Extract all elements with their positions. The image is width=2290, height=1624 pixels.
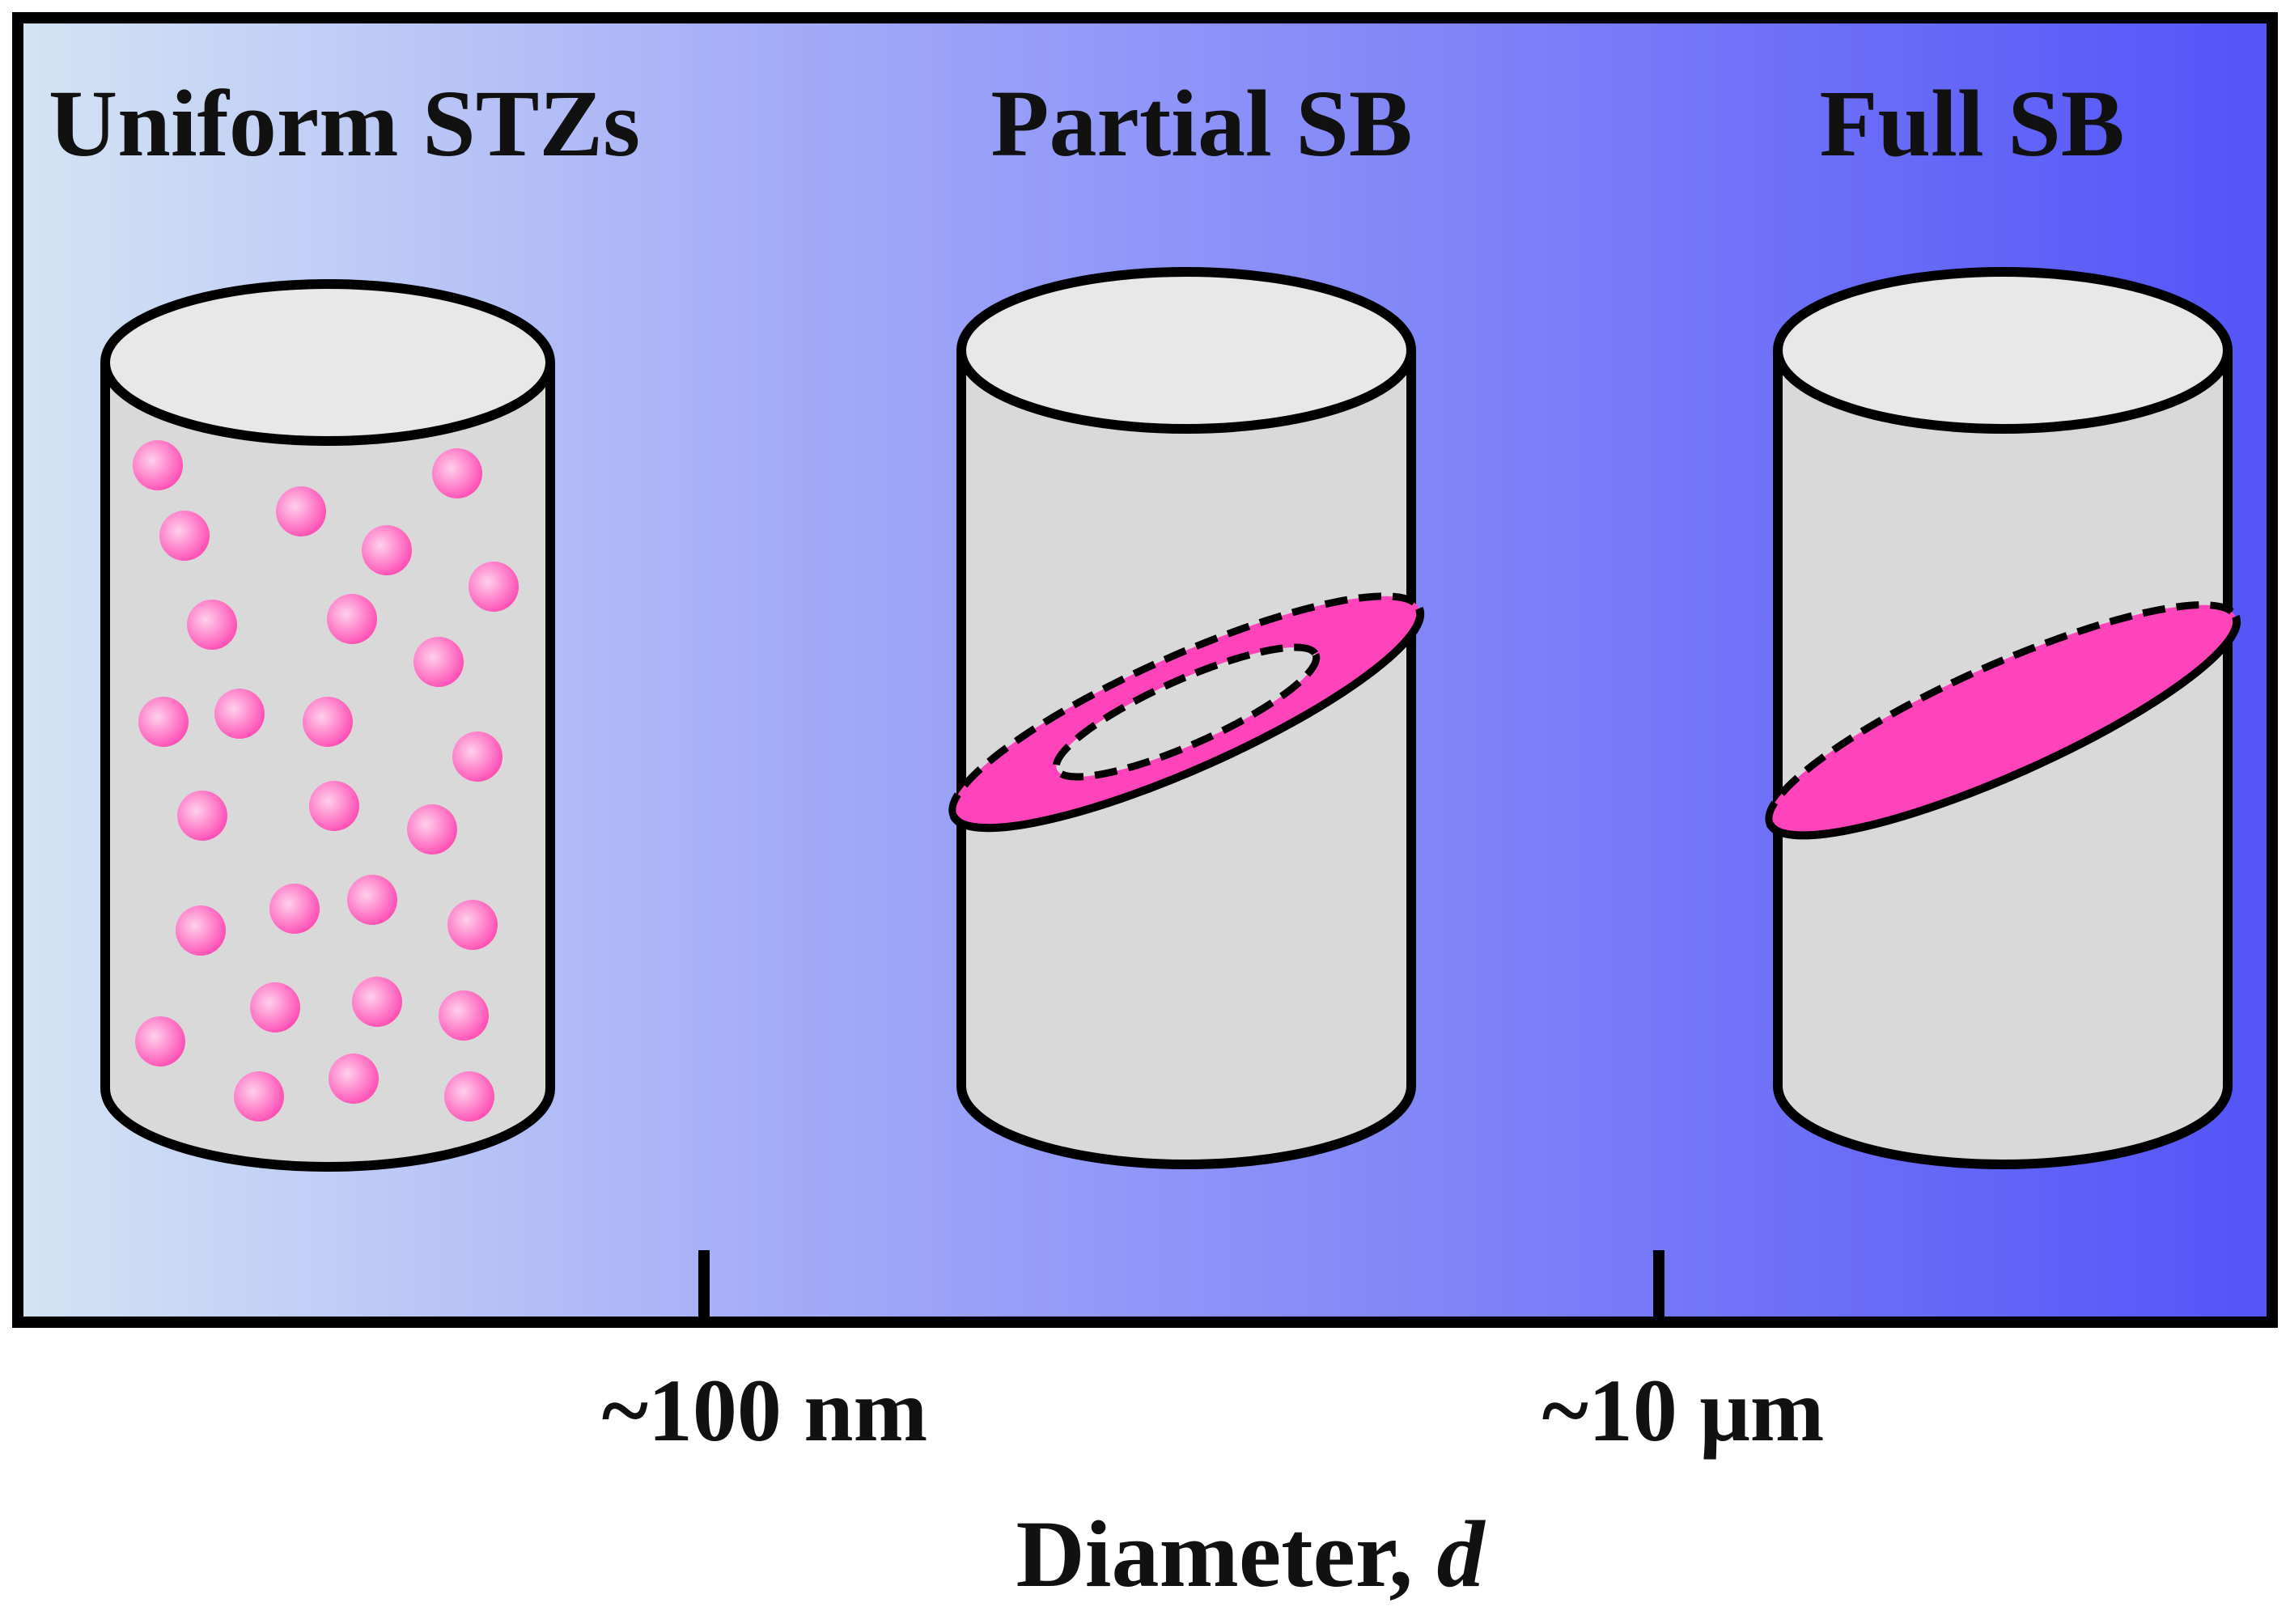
stz-dot bbox=[135, 1016, 185, 1066]
cylinder-body bbox=[100, 363, 555, 1172]
axis-title: Diameter, d bbox=[1016, 1501, 1486, 1607]
stz-dot bbox=[432, 448, 482, 498]
shear-band-back-edge bbox=[948, 592, 1423, 817]
stz-dot bbox=[327, 594, 377, 644]
shear-band-inner-edge bbox=[1052, 643, 1321, 781]
stz-dot bbox=[352, 977, 402, 1027]
stz-dot bbox=[469, 562, 519, 612]
stz-dot bbox=[447, 900, 498, 950]
stz-dot bbox=[329, 1054, 379, 1104]
stz-dot bbox=[439, 990, 489, 1041]
stz-dot bbox=[176, 905, 226, 956]
stz-dot bbox=[413, 637, 464, 687]
cylinder-top bbox=[956, 267, 1416, 434]
stz-dot bbox=[133, 440, 183, 490]
stz-dot bbox=[303, 697, 353, 747]
tick-label-100nm: ~100 nm bbox=[602, 1361, 928, 1460]
axis-title-prefix: Diameter, bbox=[1016, 1501, 1437, 1607]
stz-dot bbox=[444, 1071, 494, 1122]
stz-dot bbox=[452, 731, 503, 782]
regime-label-full: Full SB bbox=[1819, 70, 2124, 176]
regime-label-partial: Partial SB bbox=[990, 70, 1412, 176]
axis-title-variable: d bbox=[1436, 1501, 1486, 1607]
stz-dot bbox=[187, 600, 237, 650]
stz-dot bbox=[407, 804, 457, 854]
cylinder-top bbox=[1773, 267, 2233, 434]
regime-label-uniform: Uniform STZs bbox=[49, 70, 640, 176]
stz-dot bbox=[309, 781, 359, 831]
shear-band-partial bbox=[952, 596, 1421, 829]
stz-dot bbox=[159, 511, 210, 561]
tick-label-10um: ~10 μm bbox=[1542, 1361, 1825, 1460]
stz-dot bbox=[214, 689, 265, 739]
stz-dot bbox=[138, 697, 189, 747]
shear-band-front-edge bbox=[1766, 614, 2241, 840]
stz-dot bbox=[234, 1071, 284, 1122]
cylinder-top bbox=[100, 279, 555, 446]
cylinder-partial bbox=[948, 267, 1425, 1169]
stz-dot bbox=[276, 486, 326, 536]
stz-dot bbox=[250, 982, 300, 1032]
shear-band-full bbox=[1768, 604, 2237, 836]
cylinder-uniform bbox=[100, 279, 555, 1172]
cylinder-full bbox=[1765, 267, 2241, 1169]
shear-band-back-edge bbox=[1765, 601, 2239, 825]
stz-dots bbox=[133, 440, 519, 1122]
shear-band-front-edge bbox=[949, 606, 1425, 833]
stz-dot bbox=[177, 791, 227, 841]
stz-dot bbox=[269, 884, 320, 934]
stz-dot bbox=[347, 875, 397, 925]
stz-dot bbox=[362, 525, 412, 575]
